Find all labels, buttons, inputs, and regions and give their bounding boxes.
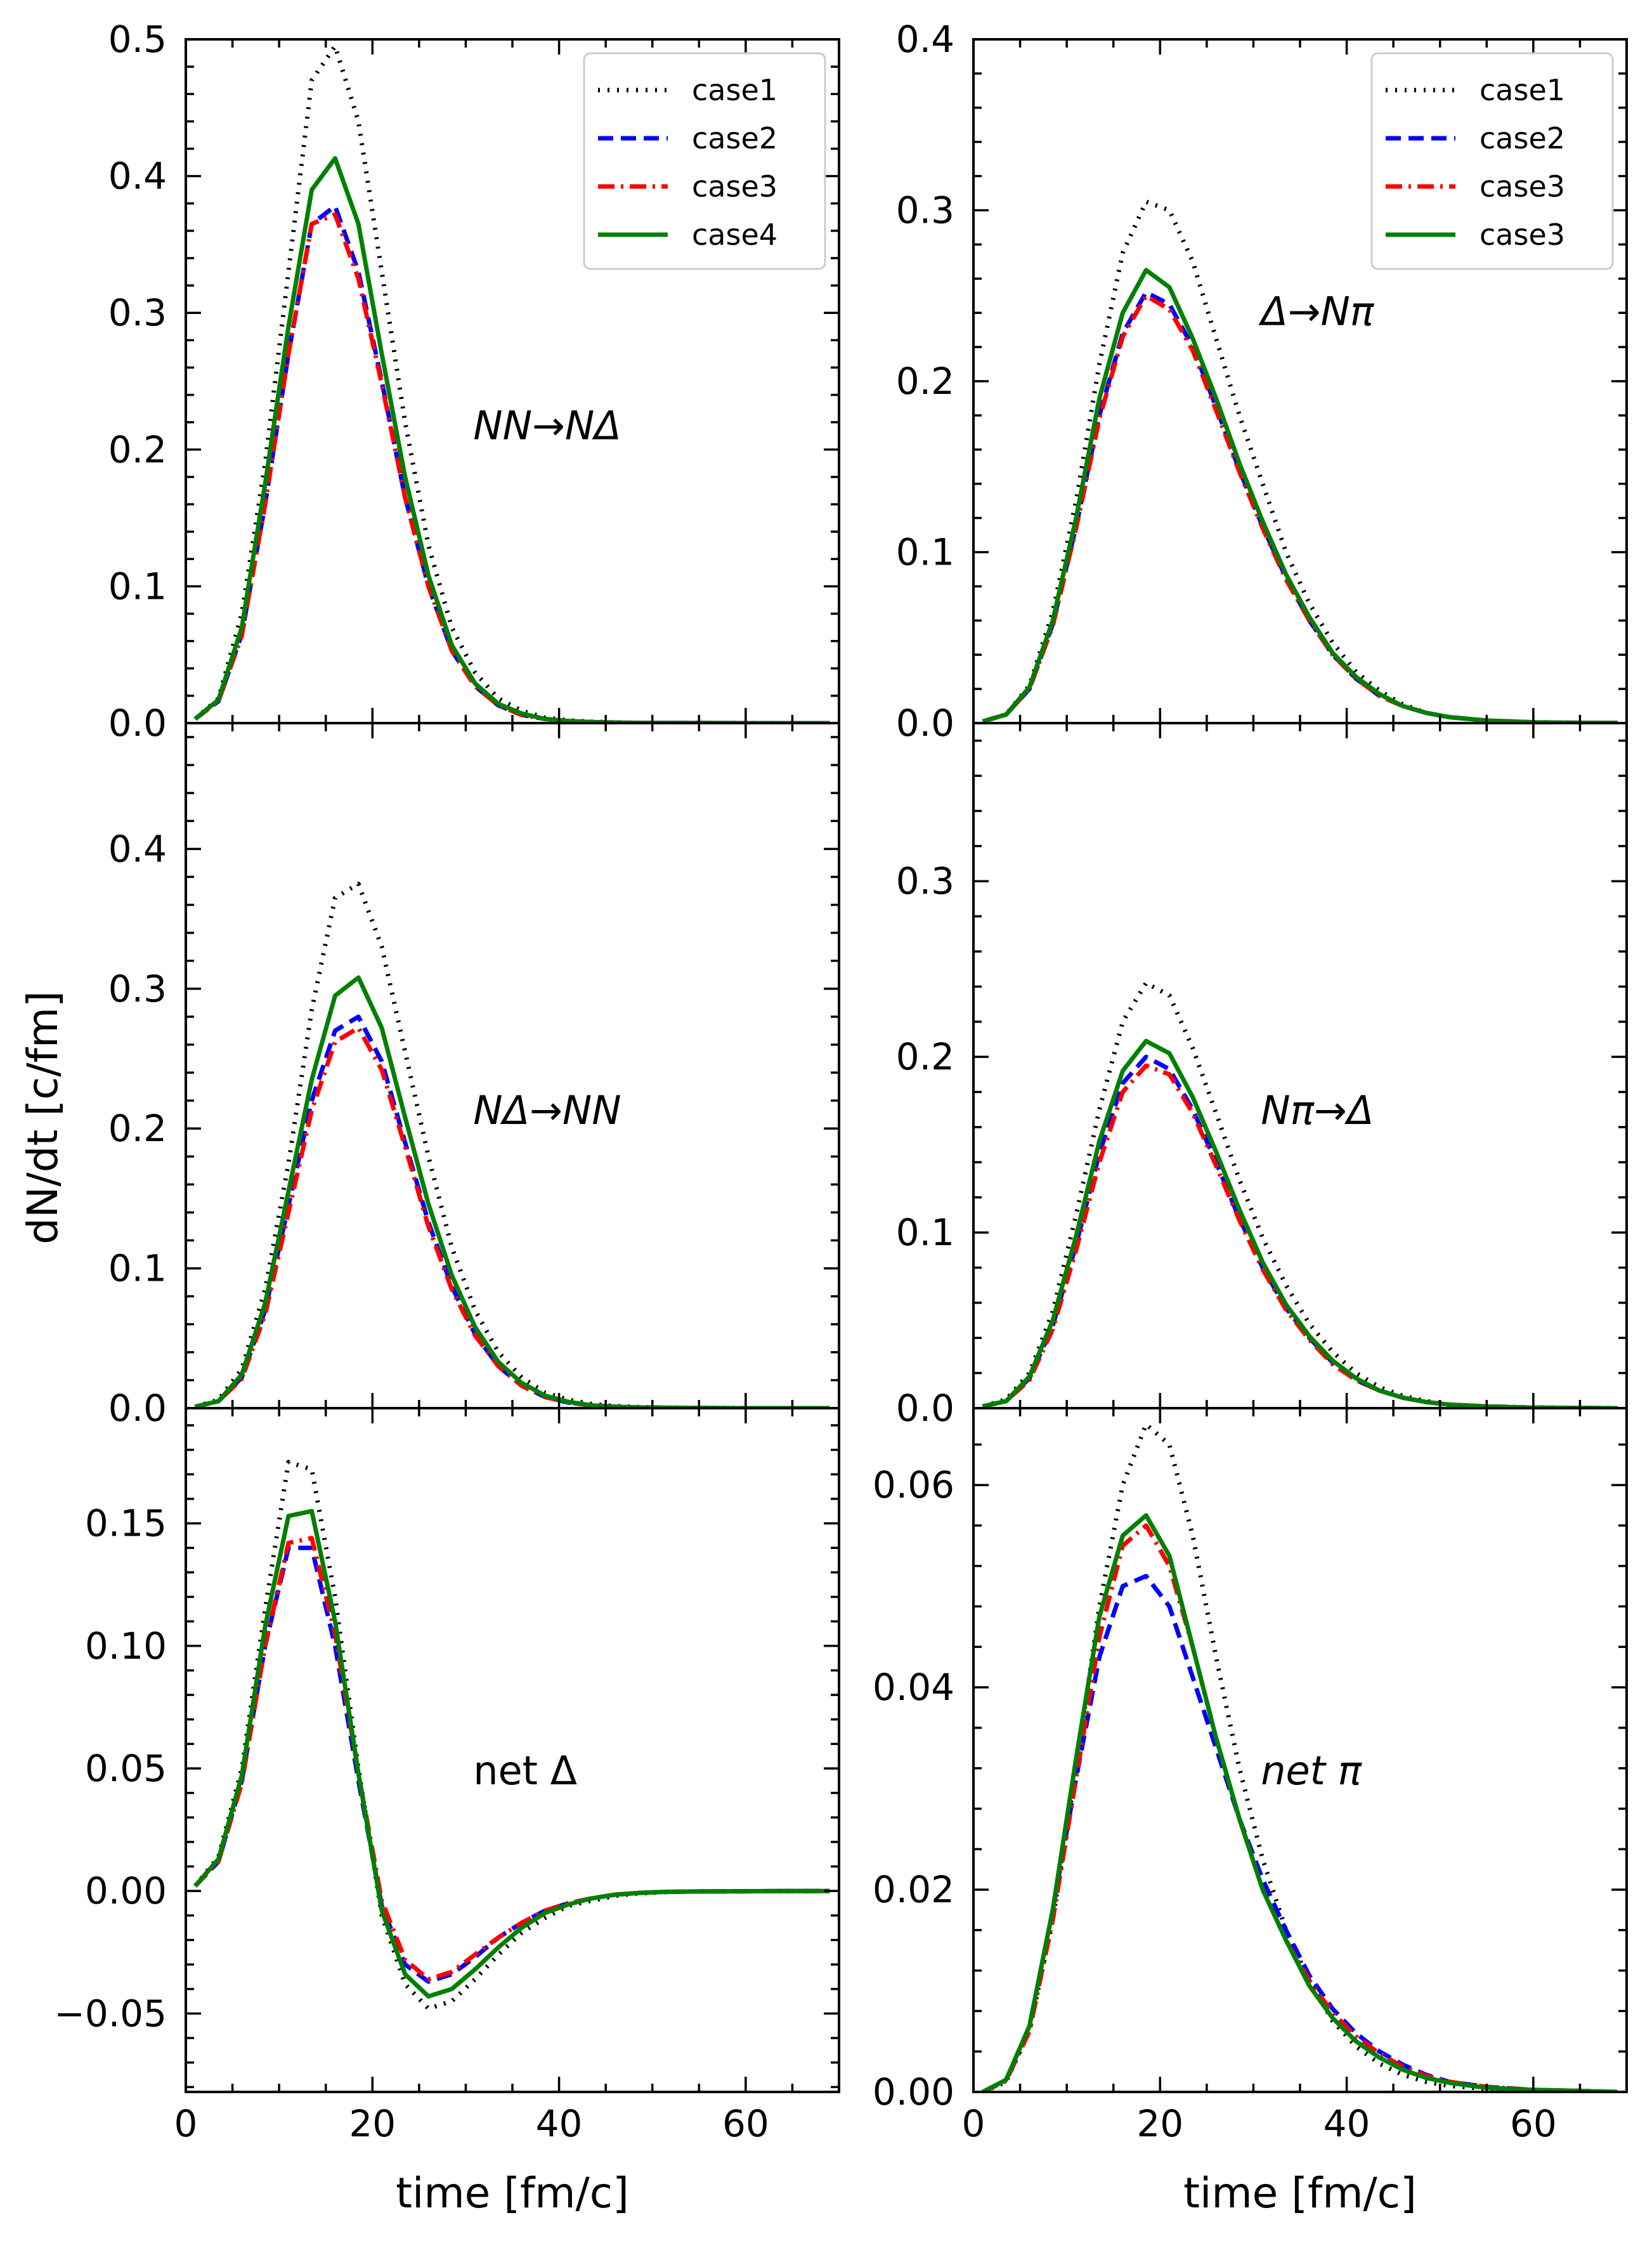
series-line-case4-4	[982, 1038, 1618, 1408]
y-tick-label: 0.10	[85, 1624, 167, 1668]
x-tick-label: 40	[536, 2102, 583, 2145]
y-tick-label: 0.04	[873, 1666, 954, 1709]
panel-annotation: NΔ→NN	[473, 1087, 621, 1134]
x-axis-title-left: time [fm/c]	[396, 2169, 629, 2218]
panel-annotation: Δ→Nπ	[1258, 289, 1375, 335]
y-tick-label: 0.0	[108, 702, 167, 745]
y-tick-label: 0.4	[108, 827, 167, 870]
y-tick-label: 0.05	[85, 1747, 167, 1790]
legend-label: case1	[1480, 73, 1565, 107]
y-tick-label: 0.0	[896, 702, 954, 745]
panel-annotation: net Δ	[473, 1748, 577, 1794]
y-tick-label: 0.0	[896, 1387, 954, 1430]
y-tick-label: 0.1	[108, 565, 167, 608]
legend-label: case1	[692, 73, 777, 107]
y-tick-label: 0.3	[108, 291, 167, 334]
series-line-case4-4	[193, 1508, 830, 1999]
y-tick-label: −0.05	[54, 1992, 167, 2035]
panel-annotation: net π	[1261, 1748, 1362, 1794]
legend-label: case4	[692, 218, 777, 252]
legend: case1 case2 case3 case4	[583, 52, 826, 270]
series-line-case1	[193, 44, 830, 723]
y-tick-label: 0.00	[873, 2070, 954, 2114]
y-tick-label: 0.5	[108, 18, 167, 61]
y-tick-label: 0.1	[896, 531, 954, 574]
y-tick-label: 0.3	[896, 189, 954, 232]
panel-top-left: 0.00.10.20.30.40.5NN→NΔcase1case2case3ca…	[108, 18, 840, 745]
x-axis-title-right: time [fm/c]	[1183, 2169, 1417, 2218]
legend: case1 case2 case3 case3	[1370, 52, 1614, 270]
y-tick-label: 0.3	[896, 859, 954, 903]
series-line-case3-4	[982, 268, 1618, 723]
y-tick-label: 0.1	[108, 1247, 167, 1290]
y-tick-label: 0.2	[108, 1107, 167, 1150]
x-tick-label: 20	[1136, 2102, 1183, 2145]
y-tick-label: 0.0	[108, 1387, 167, 1430]
panel-top-right: 0.0 0.1 0.2 0.3 0.4 Δ→Nπ case1 case2 case3 case3	[896, 18, 1628, 745]
x-tick-label: 60	[1510, 2102, 1557, 2145]
legend-box	[583, 52, 826, 270]
y-tick-label: 0.06	[873, 1463, 954, 1506]
x-tick-label: 20	[349, 2102, 396, 2145]
y-tick-label: 0.3	[108, 967, 167, 1010]
series-line-case1	[193, 1460, 830, 2011]
x-tick-label: 0	[962, 2102, 985, 2145]
y-tick-label: 0.00	[85, 1869, 167, 1912]
x-tick-label: 40	[1324, 2102, 1370, 2145]
x-tick-label: 60	[722, 2102, 769, 2145]
y-tick-label: 0.2	[108, 428, 167, 471]
y-tick-label: 0.4	[896, 18, 954, 61]
series-line-case3	[193, 212, 830, 723]
y-tick-label: 0.1	[896, 1211, 954, 1254]
y-tick-label: 0.2	[896, 360, 954, 403]
panel-bottom-left: 0 20 40 60 −0.05 0.00 0.05 0.10 0.15 net Δ	[54, 1407, 840, 2145]
y-tick-label: 0.15	[85, 1502, 167, 1545]
legend-label: case3	[1480, 218, 1565, 252]
y-axis-title: dN/dt [c/fm]	[18, 991, 67, 1245]
legend-label: case3	[692, 169, 777, 204]
y-tick-label: 0.4	[108, 155, 167, 198]
legend-box	[1370, 52, 1614, 270]
y-tick-label: 0.02	[873, 1868, 954, 1911]
series-line-case4-4	[982, 1513, 1618, 2092]
legend-label: case2	[1480, 121, 1565, 155]
y-tick-label: 0.2	[896, 1035, 954, 1078]
panel-middle-right: 0.0 0.1 0.2 0.3 Nπ→Δ	[896, 722, 1628, 1430]
x-tick-label: 0	[174, 2102, 198, 2145]
panel-annotation: Nπ→Δ	[1261, 1087, 1374, 1134]
panels: 0.00.10.20.30.40.5NN→NΔcase1case2case3ca…	[54, 18, 1628, 2145]
legend-label: case3	[1480, 169, 1565, 204]
panel-bottom-right: 0 20 40 60 0.00 0.02 0.04 0.06 net π	[873, 1407, 1628, 2145]
panel-annotation: NN→NΔ	[473, 403, 621, 449]
legend-label: case2	[692, 121, 777, 155]
